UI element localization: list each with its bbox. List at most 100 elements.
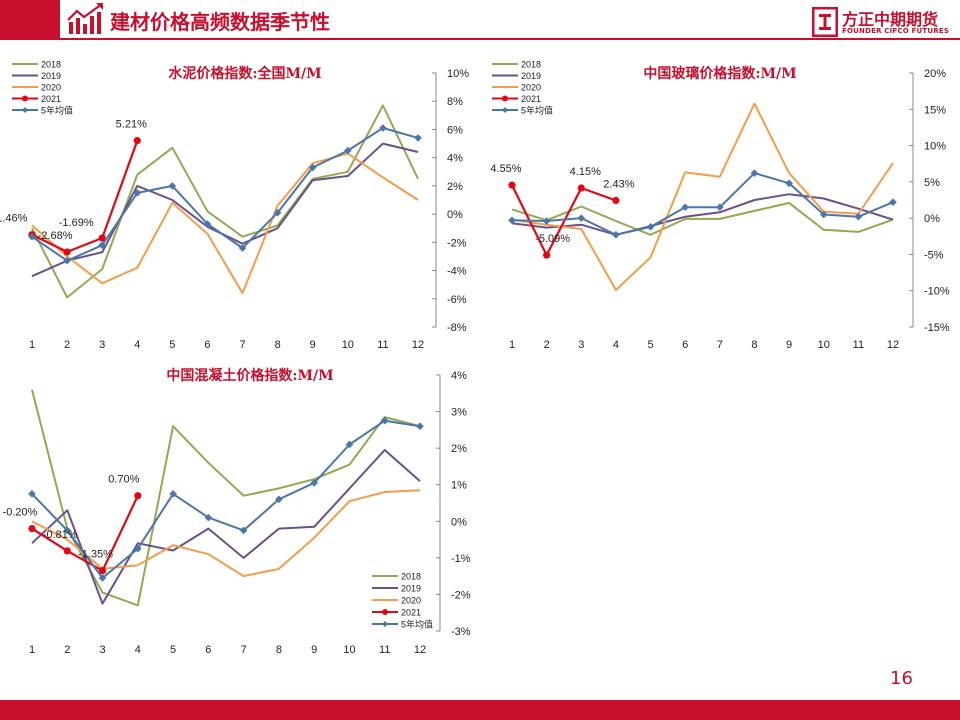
data-point: [681, 203, 689, 212]
legend-label: 5年均值: [41, 105, 73, 116]
y-tick-label: -6%: [447, 294, 467, 306]
x-tick-label: 10: [342, 339, 354, 351]
data-point: [134, 544, 142, 553]
x-tick-label: 7: [241, 644, 247, 656]
data-point: [98, 234, 106, 242]
legend-label: 2018: [401, 572, 421, 582]
data-point: [750, 169, 759, 177]
legend-label: 2021: [41, 94, 61, 104]
x-tick-label: 7: [717, 339, 723, 351]
y-tick-label: 20%: [924, 68, 946, 80]
data-label: -1.69%: [59, 217, 94, 229]
data-label: 5.21%: [116, 119, 147, 131]
x-tick-label: 8: [276, 644, 282, 656]
data-point: [98, 241, 106, 249]
data-point: [310, 479, 318, 487]
x-tick-label: 6: [204, 339, 210, 351]
data-point: [344, 146, 352, 155]
cement-price-chart: 10% 8% 6% 4% 2% 0% -2% -4% -6% -8% 1 2 3 4 5 6 7 8 9 10 11 12…: [0, 55, 470, 355]
chart-title: 水泥价格指数:全国M/M: [168, 65, 321, 82]
data-point: [28, 490, 36, 498]
data-point: [63, 526, 72, 535]
x-tick-label: 1: [509, 339, 515, 351]
y-tick-label: 4%: [451, 370, 467, 382]
x-tick-label: 12: [412, 339, 424, 351]
x-tick-label: 2: [64, 644, 70, 656]
data-point: [416, 422, 424, 430]
y-tick-label: -5%: [924, 249, 944, 261]
y-tick-label: 3%: [451, 407, 467, 419]
x-tick-label: 7: [239, 339, 245, 351]
data-point: [785, 179, 793, 188]
x-tick-label: 3: [99, 644, 105, 656]
legend-marker: [502, 107, 508, 113]
y-tick-label: 4%: [447, 153, 463, 165]
data-point: [612, 231, 620, 239]
legend-label: 2018: [41, 60, 61, 70]
x-tick-label: 8: [751, 339, 757, 351]
data-point: [28, 525, 36, 533]
y-tick-label: -2%: [447, 237, 467, 249]
glass-price-chart: 20% 15% 10% 5% 0% -5% -10% -15% 1 2 3 4 5 6 7 8 9 10 11 12 中…: [480, 55, 955, 355]
data-point: [612, 196, 620, 205]
footer-bar: [0, 700, 960, 720]
data-point: [543, 251, 551, 259]
legend-label: 2020: [41, 83, 61, 93]
x-tick-label: 2: [544, 339, 550, 351]
legend-label: 2021: [521, 94, 541, 104]
y-tick-label: 10%: [924, 141, 946, 153]
x-tick-label: 11: [853, 339, 864, 351]
y-tick-label: 0%: [924, 213, 940, 225]
legend-marker: [22, 107, 28, 113]
legend-label: 5年均值: [401, 619, 433, 630]
x-tick-label: 5: [169, 339, 175, 351]
data-label: -1.46%: [0, 213, 28, 225]
data-point: [716, 203, 724, 212]
data-label: -2.68%: [38, 230, 73, 242]
x-tick-label: 6: [682, 339, 688, 351]
data-point: [203, 220, 212, 228]
series-line: [31, 419, 421, 579]
legend-label: 2021: [401, 608, 421, 618]
x-tick-label: 6: [205, 644, 211, 656]
x-tick-label: 4: [134, 339, 140, 351]
data-label: 2.43%: [603, 179, 634, 191]
series-line: [511, 193, 894, 236]
x-tick-label: 4: [613, 339, 619, 351]
x-tick-label: 11: [379, 644, 390, 656]
data-point: [273, 208, 282, 217]
legend-marker: [382, 609, 388, 615]
series-line: [31, 489, 421, 578]
data-point: [204, 513, 213, 522]
data-point: [238, 244, 247, 252]
x-tick-label: 5: [647, 339, 653, 351]
series-line: [511, 201, 894, 236]
data-label: -0.20%: [3, 507, 38, 519]
y-tick-label: -8%: [447, 322, 467, 334]
data-point: [577, 184, 585, 192]
legend-marker: [502, 95, 508, 102]
data-point: [275, 495, 283, 504]
y-tick-label: 2%: [447, 181, 463, 193]
data-label: 4.15%: [570, 166, 601, 178]
y-tick-label: 0%: [451, 516, 467, 528]
data-point: [414, 134, 422, 142]
data-point: [133, 136, 141, 145]
legend-label: 2019: [401, 584, 421, 594]
chart-svg: 10%8%6%4%2%0%-2%-4%-6%-8%1 2 3 4 5 6 7 8 9 10 11 12…: [0, 60, 469, 352]
logo-text-en: FOUNDER CIFCO FUTURES: [842, 27, 950, 35]
y-tick-label: 10%: [447, 68, 469, 80]
data-point: [63, 256, 71, 265]
data-label: 4.55%: [490, 163, 521, 175]
legend-label: 2020: [401, 596, 421, 606]
chart-svg: 4%3%2%1%0%-1%-2%-3%1 2 3 4 5 6 7 8 9 10 11 12中国混凝土价…: [3, 367, 471, 656]
data-point: [168, 182, 177, 190]
chart-svg: 20%15%10%5%0%-5%-10%-15%1 2 3 4 5 6 7 8 9 10 11 12中…: [490, 60, 950, 352]
legend-label: 2019: [521, 71, 541, 81]
data-point: [134, 492, 142, 500]
data-label: -0.81%: [43, 529, 78, 541]
y-tick-label: -10%: [924, 286, 950, 298]
x-tick-label: 1: [29, 339, 35, 351]
data-point: [577, 214, 586, 222]
page-number: 16: [890, 668, 913, 689]
